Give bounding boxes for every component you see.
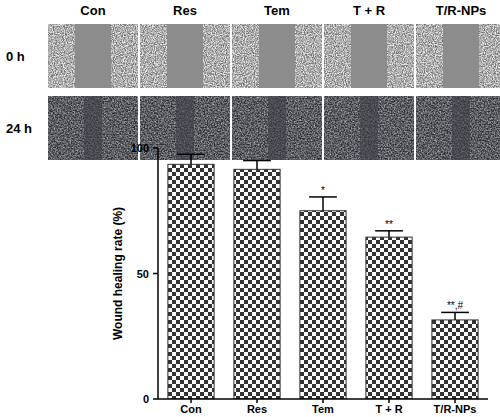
y-tick — [153, 147, 158, 149]
x-tick-label: Res — [247, 403, 267, 415]
column-label: Con — [80, 3, 105, 18]
cell-texture — [232, 96, 322, 160]
image-bg — [324, 24, 414, 88]
micrograph — [48, 96, 138, 160]
image-bg — [140, 96, 230, 160]
image-bg — [324, 96, 414, 160]
micrograph — [232, 24, 322, 88]
significance: * — [321, 185, 325, 196]
error-stem — [388, 231, 390, 237]
micrograph — [232, 96, 322, 160]
y-tick — [153, 273, 158, 275]
column-label: Res — [173, 3, 197, 18]
error-stem — [256, 161, 258, 170]
image-bg — [140, 24, 230, 88]
cell-texture — [48, 24, 138, 88]
cell-texture — [324, 96, 414, 160]
cell-texture — [140, 24, 230, 88]
y-axis-title: Wound healing rate (%) — [111, 207, 125, 340]
micrograph — [48, 24, 138, 88]
error-stem — [322, 197, 324, 211]
image-bg — [48, 24, 138, 88]
micrograph — [416, 96, 500, 160]
micrograph — [140, 96, 230, 160]
significance: ** — [385, 219, 393, 230]
y-tick-label: 100 — [131, 142, 149, 154]
figure: ConResTemT + RT/R-NPs0 h24 h*****,#05010… — [0, 0, 500, 417]
bar — [300, 211, 346, 399]
wound-gap — [360, 96, 378, 160]
error-bar — [243, 161, 271, 170]
significance: **,# — [447, 300, 464, 311]
cell-texture — [232, 24, 322, 88]
error-bar — [309, 197, 337, 211]
error-stem — [454, 312, 456, 320]
row-label: 0 h — [6, 49, 25, 64]
cell-texture — [416, 24, 500, 88]
x-tick-label: Tem — [312, 403, 334, 415]
bar — [168, 164, 214, 399]
micrograph — [324, 24, 414, 88]
cell-texture — [416, 96, 500, 160]
micrograph — [324, 96, 414, 160]
error-bar — [375, 231, 403, 237]
column-label: Tem — [264, 3, 290, 18]
x-tick-label: T + R — [375, 403, 402, 415]
error-bar — [177, 154, 205, 164]
bars — [168, 154, 478, 399]
wound-gap — [75, 24, 111, 88]
image-bg — [416, 24, 500, 88]
bar — [432, 320, 478, 399]
wound-gap — [167, 24, 203, 88]
wound-gap — [259, 24, 295, 88]
x-tick-label: Con — [180, 403, 202, 415]
canvas: ConResTemT + RT/R-NPs0 h24 h*****,#05010… — [0, 0, 500, 417]
wound-gap — [452, 96, 470, 160]
bar — [366, 237, 412, 399]
image-bg — [416, 96, 500, 160]
column-label: T + R — [353, 3, 386, 18]
error-cap — [375, 230, 403, 232]
column-label: T/R-NPs — [436, 3, 487, 18]
y-tick — [153, 398, 158, 400]
image-bg — [232, 24, 322, 88]
cell-texture — [140, 96, 230, 160]
cell-texture — [48, 96, 138, 160]
micrograph — [416, 24, 500, 88]
error-cap — [177, 154, 205, 156]
error-stem — [190, 154, 192, 164]
cell-texture — [324, 24, 414, 88]
y-tick-label: 0 — [143, 393, 149, 405]
y-tick-label: 50 — [137, 268, 149, 280]
row-label: 24 h — [6, 121, 32, 136]
wound-gap — [84, 96, 102, 160]
micrograph — [140, 24, 230, 88]
bar — [234, 169, 280, 399]
wound-gap — [351, 24, 387, 88]
image-bg — [232, 96, 322, 160]
error-bar — [441, 312, 469, 320]
wound-gap — [443, 24, 479, 88]
error-cap — [309, 196, 337, 198]
x-tick-label: T/R-NPs — [434, 403, 477, 415]
error-cap — [243, 160, 271, 162]
wound-gap — [176, 96, 194, 160]
wound-gap — [268, 96, 286, 160]
image-bg — [48, 96, 138, 160]
error-cap — [441, 312, 469, 314]
